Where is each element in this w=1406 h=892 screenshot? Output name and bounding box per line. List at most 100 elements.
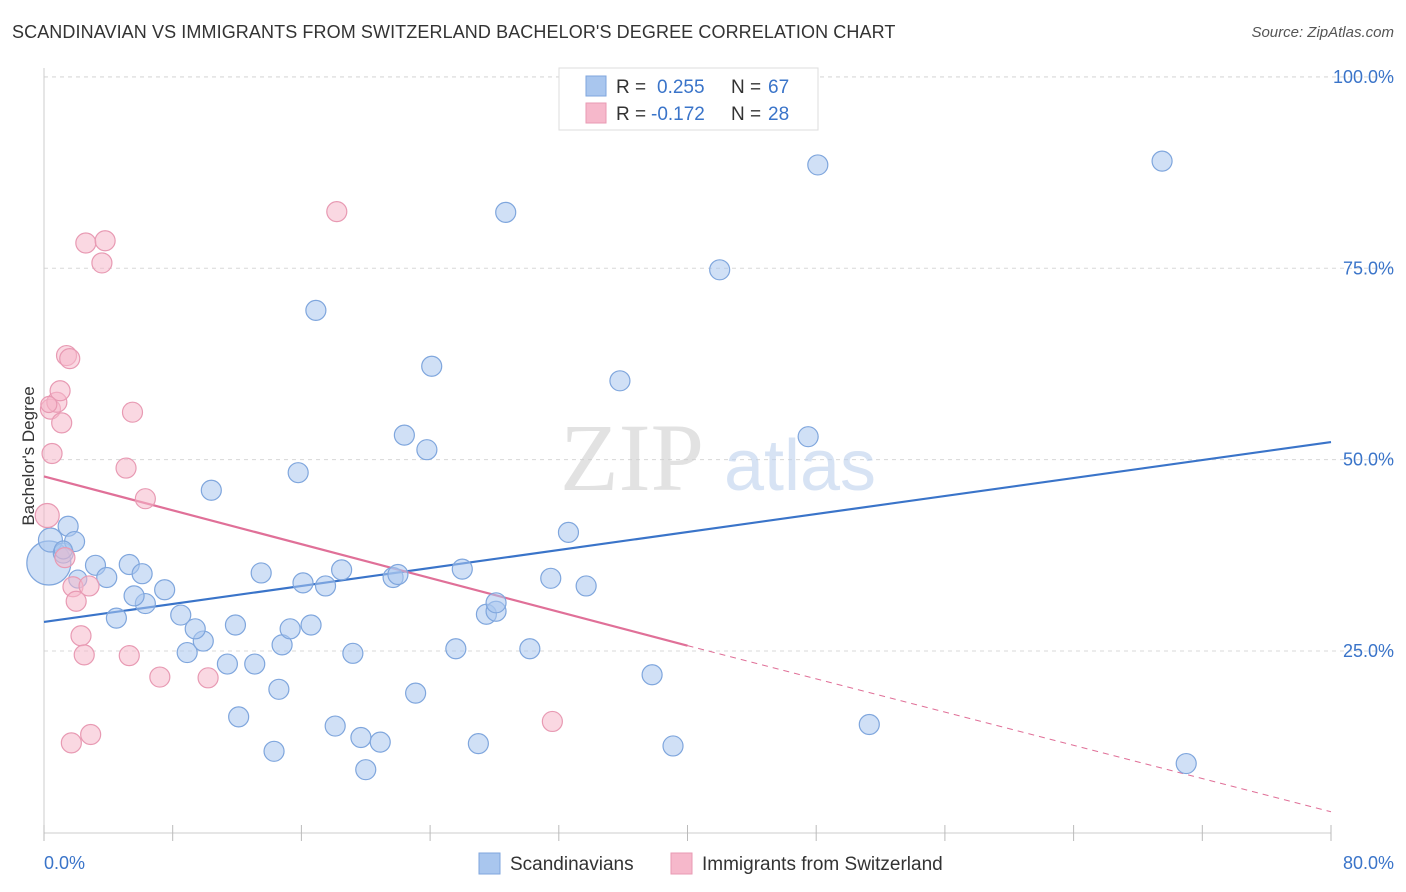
bottom-legend-label-scandinavians: Scandinavians [510, 854, 634, 875]
legend-n-label-1: N = [731, 77, 761, 98]
legend-r-label-1: R = [616, 77, 646, 98]
point-swiss [34, 502, 60, 529]
point-swiss [149, 666, 171, 688]
point-scandinavian [154, 579, 176, 601]
point-scandinavian [485, 592, 507, 614]
point-scandinavian [807, 154, 829, 176]
point-scandinavian [858, 713, 880, 736]
point-scandinavian [324, 715, 346, 737]
y-axis-title: Bachelor's Degree [19, 386, 38, 525]
legend-r-value-2: -0.172 [651, 104, 705, 125]
point-scandinavian [250, 562, 272, 584]
point-scandinavian [393, 424, 415, 446]
source-label: Source: ZipAtlas.com [1251, 24, 1394, 41]
point-scandinavian [170, 604, 192, 626]
point-scandinavian [662, 735, 684, 757]
point-swiss [49, 380, 71, 402]
point-scandinavian [305, 299, 327, 321]
trend-line-swiss-extrapolated [687, 645, 1332, 813]
legend-r-value-1: 0.255 [657, 77, 705, 98]
axes: 25.0% 50.0% 75.0% 100.0% [43, 67, 1394, 841]
point-swiss [54, 547, 76, 569]
data-points [26, 150, 1197, 781]
point-scandinavian [292, 572, 314, 594]
y-tick-label: 75.0% [1343, 258, 1394, 278]
x-tick-label-min: 0.0% [44, 853, 85, 873]
legend-n-value-1: 67 [768, 77, 789, 98]
point-scandinavian [224, 614, 247, 636]
point-scandinavian [557, 521, 580, 543]
chart-title: SCANDINAVIAN VS IMMIGRANTS FROM SWITZERL… [12, 22, 896, 42]
point-scandinavian [263, 740, 285, 762]
point-scandinavian [445, 638, 467, 660]
point-scandinavian [416, 439, 438, 461]
point-swiss [91, 252, 113, 274]
point-swiss [134, 488, 156, 510]
watermark-zip: ZIP [560, 404, 704, 511]
gridlines [44, 76, 1394, 652]
point-scandinavian [96, 566, 118, 589]
point-swiss [94, 230, 116, 252]
bottom-legend-label-swiss: Immigrants from Switzerland [702, 854, 943, 875]
point-scandinavian [184, 618, 206, 640]
point-scandinavian [369, 731, 391, 753]
legend-r-label-2: R = [616, 104, 646, 125]
point-swiss [75, 232, 97, 254]
point-scandinavian [268, 678, 290, 700]
point-scandinavian [1175, 752, 1197, 775]
point-scandinavian [105, 607, 127, 629]
point-scandinavian [331, 559, 353, 581]
legend-n-value-2: 28 [768, 104, 789, 125]
point-swiss [118, 645, 140, 667]
point-scandinavian [279, 618, 301, 640]
point-scandinavian [314, 575, 337, 597]
point-swiss [197, 667, 219, 689]
x-axis-labels: 0.0% 80.0% [44, 853, 1394, 873]
y-tick-label: 25.0% [1343, 641, 1394, 661]
stats-legend: R = 0.255 N = 67 R = -0.172 N = 28 [558, 67, 819, 131]
point-scandinavian [540, 567, 562, 589]
point-scandinavian [350, 726, 372, 749]
x-tick-label-max: 80.0% [1343, 853, 1394, 873]
point-scandinavian [176, 641, 198, 664]
point-scandinavian [216, 653, 238, 675]
point-scandinavian [519, 638, 541, 660]
point-swiss [80, 723, 102, 746]
point-scandinavian [200, 479, 222, 501]
point-swiss [41, 442, 63, 465]
point-scandinavian [228, 706, 250, 728]
point-swiss [70, 625, 92, 647]
point-scandinavian [421, 355, 443, 377]
legend-swatch-swiss [585, 102, 607, 124]
point-swiss [40, 395, 58, 414]
bottom-legend-swatch-scandinavians [478, 852, 501, 875]
bottom-legend-swatch-swiss [670, 852, 693, 875]
point-scandinavian [123, 585, 145, 607]
point-swiss [60, 732, 82, 754]
legend-swatch-scandinavians [585, 75, 607, 97]
point-scandinavian [355, 759, 377, 781]
point-swiss [326, 201, 348, 223]
point-scandinavian [287, 462, 309, 484]
point-scandinavian [467, 733, 489, 755]
point-scandinavian [451, 558, 473, 580]
point-scandinavian [797, 426, 819, 448]
legend-n-label-2: N = [731, 104, 761, 125]
point-scandinavian [300, 614, 322, 636]
point-scandinavian [575, 575, 597, 597]
point-swiss [541, 710, 563, 733]
point-swiss [121, 401, 144, 423]
point-scandinavian [1151, 150, 1173, 172]
point-scandinavian [709, 259, 731, 281]
point-swiss [65, 590, 87, 612]
point-scandinavian [609, 370, 631, 392]
point-scandinavian [641, 664, 663, 686]
point-swiss [59, 348, 81, 370]
point-scandinavian [387, 563, 409, 586]
point-swiss [115, 457, 137, 479]
point-swiss [78, 575, 100, 597]
trend-line-scandinavians [43, 440, 1332, 624]
point-scandinavian [131, 563, 153, 585]
point-swiss [51, 412, 73, 434]
